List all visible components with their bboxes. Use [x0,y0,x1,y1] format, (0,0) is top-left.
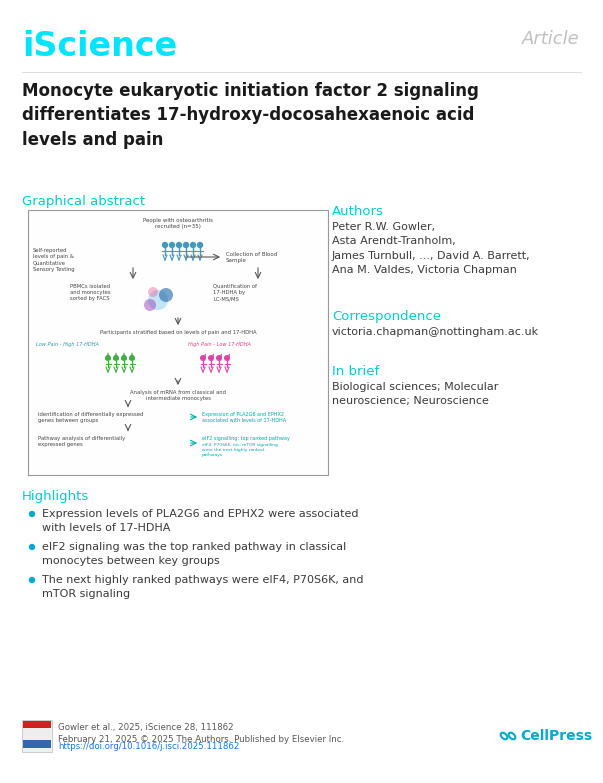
Circle shape [144,299,156,311]
Bar [22,720,52,752]
Text: Article: Article [522,30,580,48]
Circle shape [169,242,175,248]
Circle shape [148,287,158,297]
Text: Correspondence: Correspondence [332,310,441,323]
Text: Authors: Authors [332,205,384,218]
Text: victoria.chapman@nottingham.ac.uk: victoria.chapman@nottingham.ac.uk [332,327,539,337]
Circle shape [197,242,203,248]
Circle shape [121,355,127,361]
Circle shape [29,577,35,583]
Circle shape [200,355,206,361]
Text: iScience: iScience [22,30,177,63]
Circle shape [105,355,111,361]
Text: Expression of PLA2G6 and EPHX2
associated with levels of 17-HDHA: Expression of PLA2G6 and EPHX2 associate… [202,412,286,423]
Bar [23,740,51,748]
Text: eIF2 signaling was the top ranked pathway in classical
monocytes between key gro: eIF2 signaling was the top ranked pathwa… [42,542,346,566]
Circle shape [29,544,35,550]
Circle shape [208,355,214,361]
Text: CellPress: CellPress [520,729,592,743]
Circle shape [148,290,168,310]
Text: In brief: In brief [332,365,379,378]
Text: Quantification of
17-HDHA by
LC-MS/MS: Quantification of 17-HDHA by LC-MS/MS [213,284,257,301]
Text: The next highly ranked pathways were eIF4, P70S6K, and
mTOR signaling: The next highly ranked pathways were eIF… [42,575,364,599]
Circle shape [159,288,173,302]
Bar [23,748,51,751]
Circle shape [29,511,35,518]
Bar [23,721,51,728]
Circle shape [183,242,189,248]
Circle shape [176,242,182,248]
Text: Self-reported
levels of pain &
Quantitative
Sensory Testing: Self-reported levels of pain & Quantitat… [33,248,75,272]
Text: https://doi.org/10.1016/j.isci.2025.111862: https://doi.org/10.1016/j.isci.2025.1118… [58,742,239,751]
Text: Low Pain - High 17-HDHA: Low Pain - High 17-HDHA [36,342,99,347]
Text: Graphical abstract: Graphical abstract [22,195,145,208]
Text: PBMCs isolated
and monocytes
sorted by FACS: PBMCs isolated and monocytes sorted by F… [70,284,110,301]
Text: Biological sciences; Molecular
neuroscience; Neuroscience: Biological sciences; Molecular neuroscie… [332,382,498,406]
Circle shape [162,242,168,248]
Circle shape [113,355,119,361]
Text: Monocyte eukaryotic initiation factor 2 signaling
differentiates 17-hydroxy-doco: Monocyte eukaryotic initiation factor 2 … [22,82,479,149]
Text: Analysis of mRNA from classical and
intermediate monocytes: Analysis of mRNA from classical and inte… [130,390,226,401]
FancyBboxPatch shape [28,210,328,475]
Text: Expression levels of PLA2G6 and EPHX2 were associated
with levels of 17-HDHA: Expression levels of PLA2G6 and EPHX2 we… [42,509,359,533]
Text: eIF2 signalling: top ranked pathway: eIF2 signalling: top ranked pathway [202,436,290,441]
Text: Gowler et al., 2025, iScience 28, 111862
February 21, 2025 © 2025 The Authors. P: Gowler et al., 2025, iScience 28, 111862… [58,723,344,745]
Text: High Pain - Low 17-HDHA: High Pain - Low 17-HDHA [188,342,251,347]
Text: Participants stratified based on levels of pain and 17-HDHA: Participants stratified based on levels … [99,330,256,335]
Text: Pathway analysis of differentially
expressed genes: Pathway analysis of differentially expre… [38,436,125,447]
Text: Collection of Blood
Sample: Collection of Blood Sample [226,252,277,263]
Bar [23,728,51,740]
Text: People with osteoarthritis
recruited (n=35): People with osteoarthritis recruited (n=… [143,218,213,229]
Text: Identification of differentially expressed
genes between groups: Identification of differentially express… [38,412,144,423]
Circle shape [190,242,196,248]
Text: Highlights: Highlights [22,490,89,503]
Circle shape [129,355,135,361]
Circle shape [224,355,230,361]
Text: Peter R.W. Gowler,
Asta Arendt-Tranholm,
James Turnbull, ..., David A. Barrett,
: Peter R.W. Gowler, Asta Arendt-Tranholm,… [332,222,531,275]
Text: eIF4, P70S6K, inc. mTOR signalling
were the next highly ranked
pathways: eIF4, P70S6K, inc. mTOR signalling were … [202,443,278,456]
Circle shape [216,355,222,361]
